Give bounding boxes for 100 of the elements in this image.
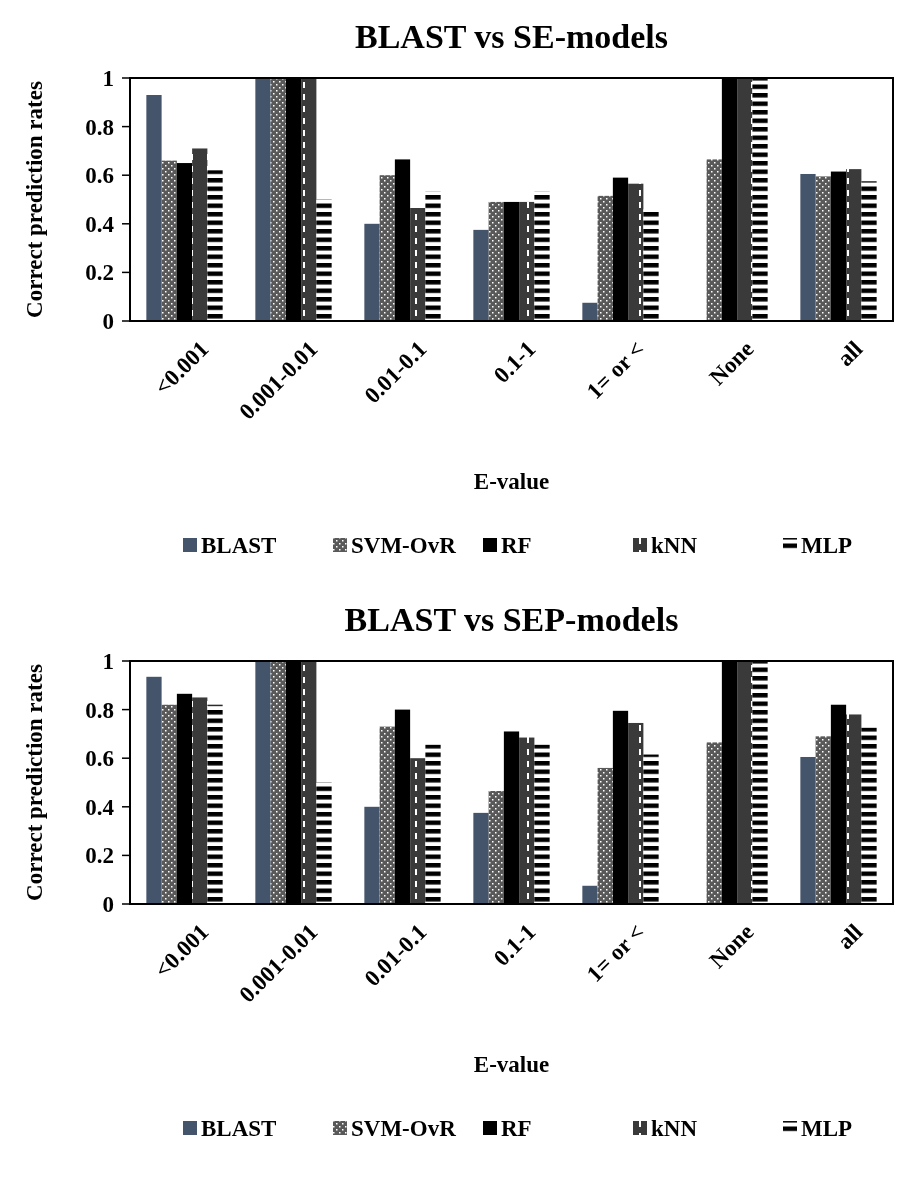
bar: [473, 229, 489, 321]
bar: [503, 731, 520, 904]
legend-label: BLAST: [201, 533, 277, 558]
x-tick-label: 1= or <: [581, 336, 650, 404]
bar: [255, 78, 271, 321]
bar: [394, 159, 411, 321]
legend-label: kNN: [651, 533, 698, 558]
bar: [161, 160, 177, 321]
bar: [597, 767, 613, 904]
bar: [612, 710, 629, 904]
bar: [270, 78, 286, 321]
bar: [582, 885, 598, 904]
bar: [721, 661, 738, 904]
y-tick-label: 1: [102, 66, 114, 92]
y-tick-label: 0.8: [85, 114, 114, 140]
bar: [192, 148, 208, 321]
bar: [643, 754, 659, 904]
bar: [752, 661, 768, 904]
legend-label: RF: [501, 1116, 532, 1141]
bar: [410, 758, 426, 904]
y-tick-label: 0.4: [85, 794, 115, 820]
legend-label: kNN: [651, 1116, 698, 1141]
y-tick-label: 1: [102, 649, 114, 675]
legend-label: RF: [501, 533, 532, 558]
bar: [410, 208, 426, 321]
legend-label: SVM-OvR: [351, 533, 457, 558]
bar: [737, 78, 753, 321]
bar: [316, 782, 332, 904]
legend-label: MLP: [801, 533, 853, 558]
bar: [534, 744, 550, 904]
x-axis-title: E-value: [473, 469, 550, 494]
bar: [285, 661, 302, 904]
bar: [364, 806, 380, 904]
bar: [628, 183, 644, 321]
bar: [582, 302, 598, 321]
legend-label: SVM-OvR: [351, 1116, 457, 1141]
bar: [861, 727, 877, 904]
bar: [752, 78, 768, 321]
bar: [519, 737, 535, 904]
bar: [830, 171, 847, 321]
bar: [706, 159, 722, 321]
x-tick-label: 1= or <: [581, 919, 650, 987]
bar: [488, 791, 504, 904]
bar: [846, 169, 862, 321]
y-tick-label: 0.6: [85, 163, 114, 189]
y-tick-label: 0.2: [85, 260, 114, 286]
y-axis-title: Correct prediction rates: [22, 664, 47, 901]
bar: [301, 78, 317, 321]
bar: [270, 661, 286, 904]
bar: [364, 223, 380, 321]
y-tick-label: 0.6: [85, 746, 114, 772]
bar: [612, 177, 629, 321]
bar: [706, 742, 722, 904]
bar: [861, 181, 877, 321]
bar: [316, 199, 332, 321]
bar: [815, 736, 831, 904]
bar: [488, 201, 504, 321]
legend-label: BLAST: [201, 1116, 277, 1141]
bar: [192, 697, 208, 904]
bar: [519, 201, 535, 321]
bar: [207, 170, 223, 321]
bar: [737, 661, 753, 904]
bar: [146, 95, 162, 321]
bar: [800, 756, 816, 904]
chart-title: BLAST vs SE-models: [354, 18, 669, 55]
bar: [255, 661, 271, 904]
bar: [643, 209, 659, 321]
y-axis-title: Correct prediction rates: [22, 81, 47, 318]
bar: [721, 78, 738, 321]
bar: [379, 175, 395, 321]
x-tick-label: all: [832, 336, 868, 372]
y-tick-label: 0.4: [85, 211, 115, 237]
bar: [503, 201, 520, 321]
bar: [846, 714, 862, 904]
bar: [815, 176, 831, 321]
x-axis-title: E-value: [473, 1052, 550, 1077]
bar: [425, 744, 441, 904]
bar: [830, 704, 847, 904]
bar: [176, 693, 193, 904]
y-tick-label: 0: [102, 309, 114, 335]
bar: [800, 173, 816, 321]
bar: [394, 709, 411, 904]
bar: [146, 676, 162, 904]
bar: [425, 191, 441, 321]
bar: [301, 661, 317, 904]
bar: [176, 163, 193, 321]
legend-label: MLP: [801, 1116, 853, 1141]
chart-title: BLAST vs SEP-models: [344, 601, 679, 638]
y-tick-label: 0.8: [85, 697, 114, 723]
bar: [473, 812, 489, 904]
y-tick-label: 0.2: [85, 843, 114, 869]
x-tick-label: all: [832, 919, 868, 955]
bar: [628, 722, 644, 904]
y-tick-label: 0: [102, 892, 114, 918]
bar: [161, 704, 177, 904]
bar: [597, 195, 613, 321]
bar: [207, 704, 223, 904]
bar: [285, 78, 302, 321]
bar: [379, 726, 395, 904]
bar: [534, 191, 550, 321]
